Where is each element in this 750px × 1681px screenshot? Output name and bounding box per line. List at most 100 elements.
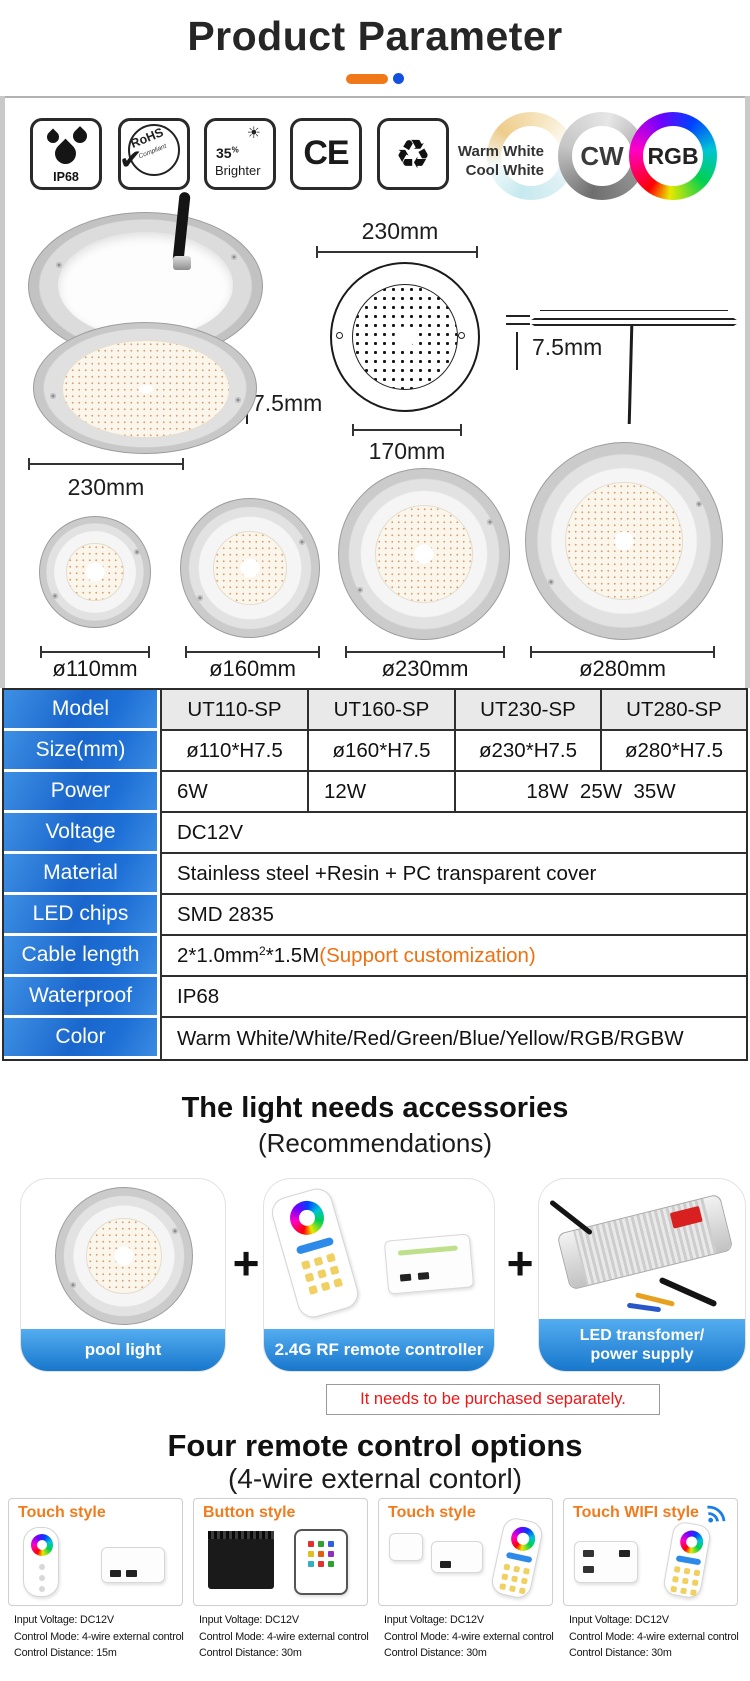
touch-remote-image [23, 1527, 59, 1597]
disc-230-label: ø230mm [381, 656, 469, 681]
psu-end-cap [703, 1194, 733, 1253]
spec-input-voltage: Input Voltage: DC12V [199, 1614, 299, 1626]
warm-cool-white-label: Warm White Cool White [418, 142, 544, 180]
receiver-image [431, 1541, 483, 1573]
accessory-card-remote: 2.4G RF remote controller [263, 1178, 495, 1372]
drawing-width-dimension-bar [316, 246, 478, 258]
receiver-image [101, 1547, 165, 1583]
panel-left-border [0, 96, 5, 688]
spec-control-mode: Control Mode: 4-wire external control [569, 1630, 739, 1643]
cable-spec: 2*1.0mm [177, 943, 260, 967]
led-chips-cell: SMD 2835 [160, 895, 746, 936]
receiver-port [110, 1570, 121, 1577]
accessory-card-transformer: LED transfomer/ power supply [538, 1178, 746, 1372]
screw-hole [172, 1228, 178, 1234]
disc-110 [39, 516, 151, 628]
size-cell: ø280*H7.5 [600, 731, 746, 772]
plus-sign: + [506, 1237, 534, 1289]
size-cell: ø230*H7.5 [454, 731, 600, 772]
checkmark-icon: ✔ [119, 144, 143, 175]
drawing-width-label: 230mm [361, 218, 439, 244]
side-height-label: 7.5mm [532, 334, 603, 360]
drawing-screw-hole [336, 332, 343, 339]
receiver-port [417, 1272, 430, 1280]
row-label-power: Power [4, 772, 160, 813]
color-cell: Warm White/White/Red/Green/Blue/Yellow/R… [160, 1018, 746, 1059]
cable-length-cell: 2*1.0mm 2 *1.5M (Support customization) [160, 936, 746, 977]
controller-box-image [208, 1531, 274, 1589]
side-equals-tick [506, 323, 530, 325]
remote-style-label: Touch style [18, 1504, 106, 1521]
purchase-note: It needs to be purchased separately. [326, 1384, 660, 1415]
badge-ce: CE [290, 118, 362, 190]
underline-dot [393, 73, 404, 84]
plus-sign: + [232, 1237, 260, 1289]
accessory-card-pool-light: pool light [20, 1178, 226, 1372]
panel-right-border [745, 96, 750, 688]
badge-rohs: RoHS Compliant ✔ [118, 118, 190, 190]
slider-bar [295, 1236, 335, 1255]
disc-280-face [565, 482, 683, 600]
badge-recycle: ♻ [377, 118, 449, 190]
spec-input-voltage: Input Voltage: DC12V [569, 1614, 669, 1626]
brighter-label: Brighter [215, 163, 261, 178]
disc-160-dimension-bar [185, 646, 320, 658]
disc-160 [180, 498, 320, 638]
transformer-caption: LED transfomer/ power supply [539, 1319, 745, 1371]
remote-specs: Input Voltage: DC12V Control Mode: 4-wir… [569, 1612, 749, 1662]
remote-specs: Input Voltage: DC12V Control Mode: 4-wir… [14, 1612, 194, 1662]
accessories-title: The light needs accessories [181, 1092, 569, 1124]
pool-light-face [85, 1217, 163, 1295]
recycle-icon: ♻ [395, 133, 431, 177]
psu-label-sticker [669, 1205, 703, 1229]
wifi-icon [707, 1505, 726, 1523]
screw-hole [487, 519, 493, 525]
sun-icon: ☀ [246, 125, 261, 142]
row-label-cable-length: Cable length [4, 936, 160, 977]
remote-buttons [39, 1564, 45, 1570]
brighter-percent: 35% [216, 145, 239, 161]
psu-wire-blue [626, 1302, 662, 1313]
disc-110-label: ø110mm [52, 656, 138, 681]
touch-remote-image [489, 1515, 545, 1601]
drawing-face-dimension-bar [352, 424, 462, 436]
model-cell: UT110-SP [160, 690, 307, 731]
disc-280-label: ø280mm [579, 656, 666, 681]
button-remote-image [294, 1529, 348, 1595]
receiver-port [126, 1570, 137, 1577]
remote-option-touch: Touch style [8, 1498, 183, 1606]
color-wheel-icon [285, 1196, 329, 1239]
water-drop-icon [70, 126, 90, 146]
power-cell: 6W [160, 772, 307, 813]
cable-gland [173, 256, 191, 270]
accessories-subtitle: (Recommendations) [257, 1128, 493, 1158]
screw-hole [52, 593, 58, 599]
ip68-label: IP68 [53, 170, 79, 184]
screw-hole [299, 539, 305, 545]
cable-customization-note: (Support customization) [319, 943, 536, 967]
row-label-waterproof: Waterproof [4, 977, 160, 1018]
water-drop-icon [50, 138, 81, 169]
slider-bar [675, 1555, 702, 1566]
side-profile-cable [627, 325, 634, 425]
title-underline [0, 73, 750, 84]
rgb-ring: RGB [629, 112, 717, 200]
drawing-led-pattern [352, 284, 458, 390]
rohs-stamp-circle [128, 124, 180, 176]
screw-hole [197, 595, 203, 601]
remotes-subtitle: (4-wire external contorl) [227, 1463, 523, 1494]
transformer-caption-line2: power supply [590, 1346, 694, 1363]
disc-280 [525, 442, 723, 640]
drawing-screw-hole [458, 332, 465, 339]
spec-table: Model UT110-SP UT160-SP UT230-SP UT280-S… [2, 688, 748, 1061]
pool-light-image [55, 1187, 193, 1325]
underline-pill [346, 73, 388, 84]
disc-280-dimension-bar [530, 646, 715, 658]
side-arrow-line [516, 332, 518, 370]
disc-230 [338, 468, 510, 640]
color-wheel-icon [678, 1528, 706, 1556]
remote-specs: Input Voltage: DC12V Control Mode: 4-wir… [199, 1612, 379, 1662]
spec-input-voltage: Input Voltage: DC12V [384, 1614, 484, 1626]
screw-hole [696, 501, 702, 507]
remote-option-touch-2: Touch style [378, 1498, 553, 1606]
